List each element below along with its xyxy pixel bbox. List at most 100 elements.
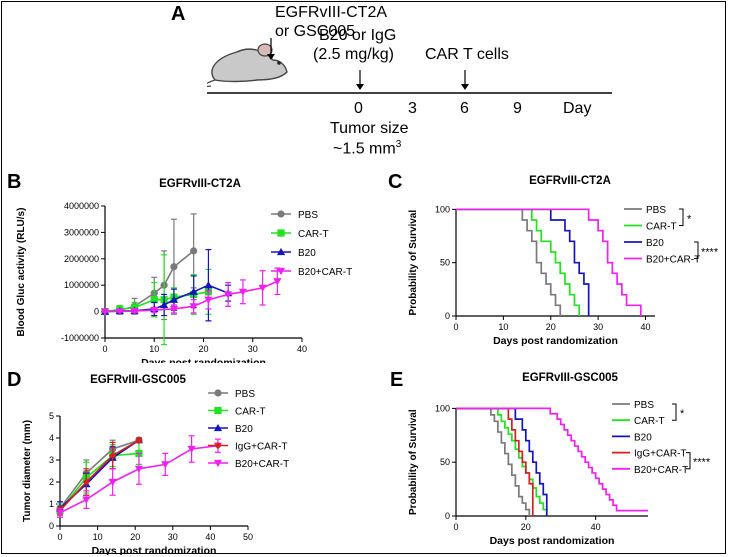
timeline-svg (207, 38, 612, 94)
legend-b20-car-t-marker (276, 267, 286, 276)
legend-b20-label: B20 (298, 248, 316, 259)
timeline-panel: EGFRvIII-CT2A or GSC005 B20 or IgG (2.5 … (207, 0, 727, 160)
chart-c: EGFRvIII-CT2A 0 10 20 30 40 0 50 100 Days post r… (380, 168, 726, 363)
chart-C-y-axis-label: Probability of Survival (408, 210, 419, 316)
legend-pbs-label: PBS (235, 389, 255, 400)
legend-pbs-marker (214, 389, 222, 397)
significance-bracket (686, 452, 691, 470)
series-igg-car-t-point (82, 478, 90, 486)
legend-car-t-marker (277, 229, 285, 237)
chart-D-y-tick-label: 1 (49, 499, 54, 509)
chart-D-y-tick-label: 2 (49, 477, 54, 487)
tumor-size-line2: ~1.5 mm3 (333, 139, 402, 158)
chart-b: EGFRvIII-CT2A 0 10 20 30 40 -1000000 0 1000000 2… (0, 168, 380, 363)
legend-b20-label: B20 (634, 432, 652, 443)
series-b20-point (169, 295, 179, 303)
chart-b-title: EGFRvIII-CT2A (159, 178, 241, 190)
chart-d: EGFRvIII-GSC005 0 10 20 30 40 50 0 1 2 3 4 5 Days po… (0, 365, 380, 555)
timeline-unit: Day (563, 100, 592, 117)
chart-D-x-tick-label: 50 (243, 532, 253, 542)
legend-car-t-marker (214, 406, 222, 415)
chart-E-y-tick-label: 50 (440, 457, 450, 467)
chart-C-x-tick-label: 0 (453, 322, 458, 332)
series-b20-car-t-point (108, 478, 117, 487)
series-b20-car-t-point (187, 445, 196, 454)
series-b20-car-t-point (189, 303, 198, 311)
car-t-label: CAR T cells (425, 46, 509, 63)
legend-igg-car-t-label: IgG+CAR-T (634, 449, 687, 460)
chart-B-y-tick-label: 2000000 (64, 254, 99, 264)
legend-b20-marker (213, 423, 223, 432)
series-igg-car-t-curve (456, 407, 534, 516)
legend-pbs-marker (277, 210, 285, 218)
chart-E-x-tick-label: 0 (453, 522, 458, 532)
treatment-line2: (2.5 mg/kg) (313, 46, 394, 63)
chart-E-y-tick-label: 100 (435, 403, 450, 413)
series-b20-car-t-point (238, 288, 247, 296)
chart-D-x-tick-label: 40 (205, 532, 215, 542)
timeline-tick-9: 9 (513, 100, 522, 117)
series-b20-car-t-point (100, 308, 110, 316)
chart-B-x-tick-label: 30 (248, 344, 258, 354)
chart-B-x-tick-label: 0 (102, 344, 107, 354)
series-pbs-curve (456, 208, 562, 316)
series-b20-car-t-point (204, 296, 213, 304)
series-b20-car-t-point (273, 278, 282, 286)
significance-star: **** (701, 246, 719, 258)
legend-car-t-label: CAR-T (235, 407, 266, 418)
significance-star: **** (693, 457, 711, 469)
chart-D-x-axis-label: Days post randomization (92, 545, 217, 555)
significance-star: * (687, 213, 692, 225)
series-b20-car-t-curve (456, 208, 642, 316)
injection-line2: or GSC005 (275, 23, 356, 40)
chart-C-x-tick-label: 40 (641, 322, 651, 332)
chart-C-y-tick-label: 100 (435, 204, 450, 214)
significance-bracket (694, 241, 699, 259)
series-b20-point (160, 300, 169, 309)
chart-c-title: EGFRvIII-CT2A (529, 175, 611, 187)
chart-D-y-tick-label: 4 (49, 433, 54, 443)
chart-B-x-tick-label: 40 (297, 344, 307, 354)
chart-e: EGFRvIII-GSC005 0 20 40 0 50 100 Days post ran… (380, 365, 726, 555)
chart-D-x-tick-label: 0 (57, 532, 62, 542)
chart-d-svg: 0 10 20 30 40 50 0 1 2 3 4 5 Days post randomization… (22, 389, 289, 555)
legend-pbs-label: PBS (634, 400, 654, 411)
chart-C-x-axis-label: Days post randomization (493, 335, 618, 347)
legend-b20-car-t-label: B20+CAR-T (646, 255, 700, 266)
chart-B-y-tick-label: 4000000 (64, 201, 99, 211)
panel-label-c: C (388, 171, 403, 193)
series-b20-car-t-point (130, 307, 139, 316)
series-b20-car-t-point (150, 306, 159, 315)
legend-b20-car-t-label: B20+CAR-T (235, 459, 289, 470)
chart-b-svg: 0 10 20 30 40-100000001000000200000030000004… (16, 201, 352, 363)
chart-E-y-tick-label: 0 (445, 511, 450, 521)
chart-B-x-axis-label: Days post randomization (141, 357, 266, 363)
legend-igg-car-t-marker (214, 441, 222, 450)
legend-b20-car-t-label: B20+CAR-T (298, 267, 352, 278)
tumor-size-line1: Tumor size (330, 120, 409, 137)
chart-C-x-tick-label: 30 (593, 322, 603, 332)
series-b20-car-t-point (169, 305, 179, 314)
legend-b20-marker (276, 247, 286, 256)
chart-E-x-axis-label: Days post randomization (490, 535, 615, 547)
series-pbs-curve (456, 407, 531, 516)
chart-c-svg: 0 10 20 30 40 0 50 100 Days post randomization Pr… (408, 204, 719, 347)
treatment-line1: B20 or IgG (319, 27, 397, 44)
chart-B-y-axis-label: Blood Gluc activity (RLU/s) (16, 208, 27, 337)
legend-b20-car-t-label: B20+CAR-T (634, 465, 688, 476)
series-car-t-point (150, 296, 158, 304)
series-b20-point (204, 281, 213, 289)
panel-label-a: A (171, 3, 186, 25)
series-b20-car-t-point (82, 496, 91, 504)
legend-pbs-label: PBS (298, 210, 318, 221)
chart-C-x-tick-label: 20 (546, 322, 556, 332)
chart-B-x-tick-label: 20 (198, 344, 208, 354)
significance-bracket (679, 208, 684, 226)
chart-d-title: EGFRvIII-GSC005 (90, 374, 186, 386)
chart-e-svg: 0 20 40 0 50 100 Days post randomization Probab… (408, 400, 711, 547)
series-igg-car-t-line (59, 439, 140, 512)
series-pbs-point (170, 263, 178, 271)
chart-D-y-tick-label: 5 (49, 411, 54, 421)
mouse-icon (207, 38, 288, 88)
